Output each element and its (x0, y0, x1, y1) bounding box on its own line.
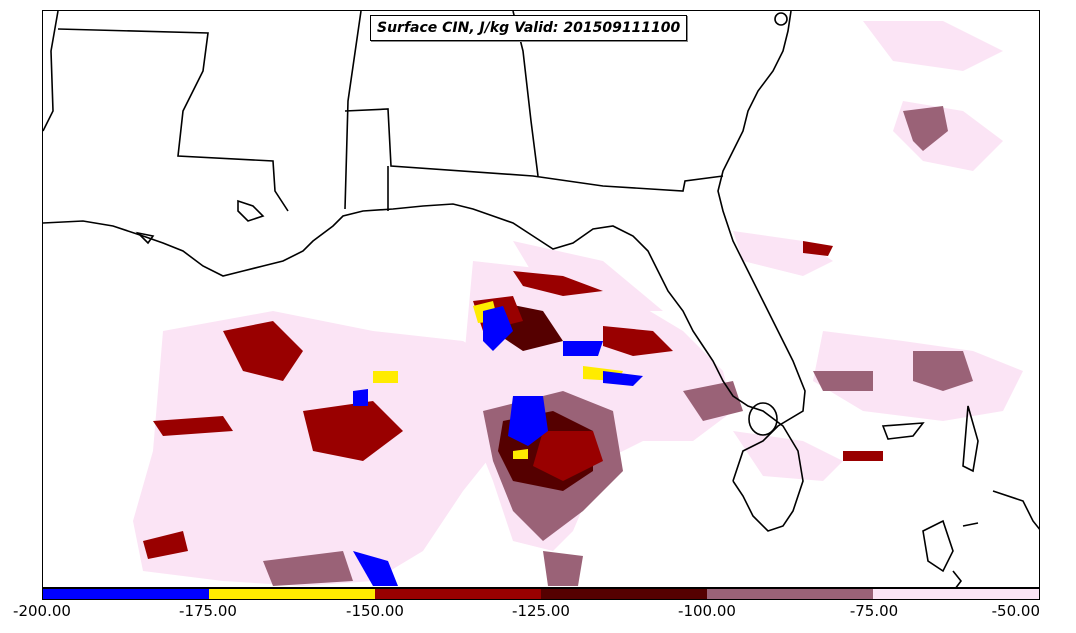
colorbar-label: -200.00 (13, 602, 71, 620)
cin-blue-regions (353, 306, 643, 586)
colorbar-label: -100.00 (678, 602, 736, 620)
colorbar-label: -150.00 (346, 602, 404, 620)
map-canvas (43, 11, 1039, 587)
colorbar-label: -125.00 (512, 602, 570, 620)
map-title: Surface CIN, J/kg Valid: 201509111100 (370, 15, 688, 41)
colorbar-segment (541, 589, 707, 599)
colorbar-label: -50.00 (991, 602, 1040, 620)
colorbar-segment (707, 589, 873, 599)
coastlines-borders (43, 11, 1039, 587)
map-frame (42, 10, 1040, 588)
colorbar-segment (873, 589, 1039, 599)
colorbar-segment (43, 589, 209, 599)
colorbar-segment (209, 589, 375, 599)
colorbar-segment (375, 589, 541, 599)
colorbar-label: -75.00 (849, 602, 899, 620)
colorbar-label: -175.00 (179, 602, 237, 620)
colorbar (42, 588, 1040, 600)
cin-red-regions (143, 241, 883, 559)
